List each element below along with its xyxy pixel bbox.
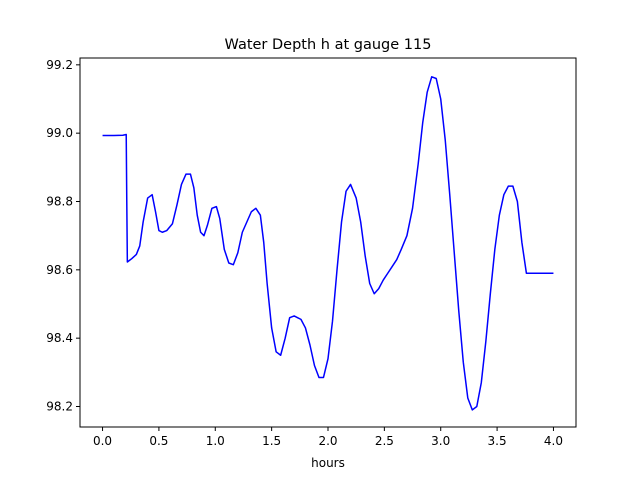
y-tick-label: 99.2 — [46, 58, 73, 72]
x-axis: 0.0 0.5 1.0 1.5 2.0 2.5 3.0 3.5 4.0 — [93, 427, 563, 448]
x-tick-label: 1.0 — [206, 434, 225, 448]
x-tick-label: 1.5 — [262, 434, 281, 448]
chart-title: Water Depth h at gauge 115 — [225, 37, 432, 53]
y-tick-label: 99.0 — [46, 126, 73, 140]
x-tick-label: 0.0 — [93, 434, 112, 448]
x-tick-label: 2.5 — [375, 434, 394, 448]
x-tick-label: 4.0 — [544, 434, 563, 448]
series-layer — [102, 76, 554, 411]
y-axis: 98.2 98.4 98.6 98.8 99.0 99.2 — [46, 58, 80, 414]
y-tick-label: 98.6 — [46, 263, 73, 277]
y-tick-label: 98.8 — [46, 195, 73, 209]
x-axis-label: hours — [311, 456, 345, 470]
y-tick-label: 98.2 — [46, 400, 73, 414]
x-tick-label: 3.5 — [488, 434, 507, 448]
x-tick-label: 0.5 — [149, 434, 168, 448]
y-tick-label: 98.4 — [46, 331, 73, 345]
x-tick-label: 3.0 — [431, 434, 450, 448]
x-tick-label: 2.0 — [318, 434, 337, 448]
series-line-water-depth — [102, 76, 554, 411]
